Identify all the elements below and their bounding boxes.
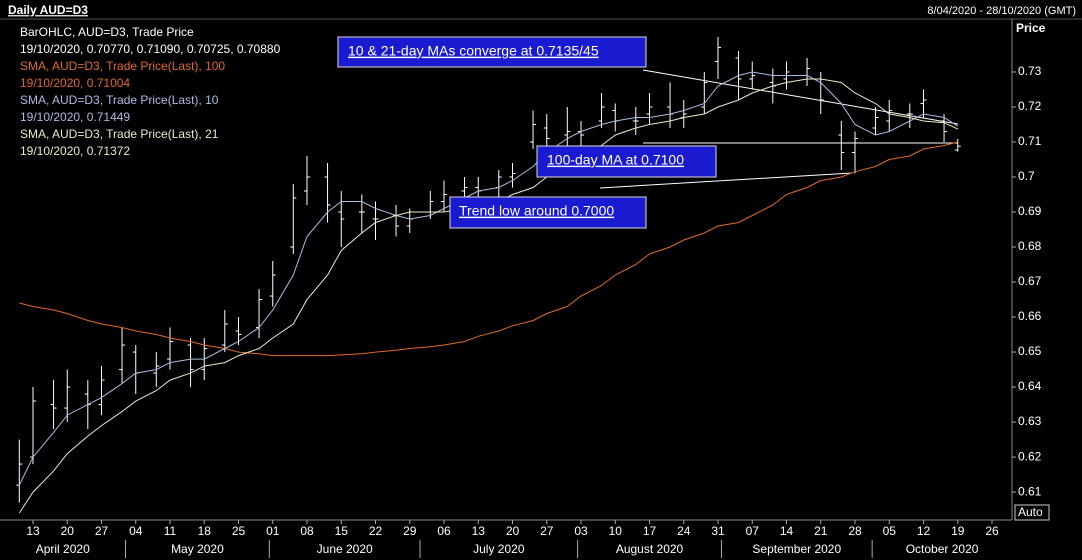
annotation-box bbox=[449, 196, 647, 229]
x-tick-label: 12 bbox=[917, 524, 931, 538]
annotation-box bbox=[536, 145, 717, 178]
annotation: 10 & 21-day MAs converge at 0.7135/45 bbox=[348, 43, 599, 59]
x-tick-label: 08 bbox=[300, 524, 314, 538]
x-tick-label: 24 bbox=[677, 524, 691, 538]
month-label: April 2020 bbox=[36, 542, 90, 556]
annotation-box bbox=[337, 36, 647, 68]
y-tick-label: 0.72 bbox=[1018, 99, 1042, 113]
annotation-leader bbox=[599, 172, 853, 189]
annotation: 100-day MA at 0.7100 bbox=[547, 152, 684, 168]
x-tick-label: 07 bbox=[746, 524, 760, 538]
x-tick-label: 19 bbox=[951, 524, 965, 538]
legend-last-value: 19/10/2020, 0.71372 bbox=[20, 144, 130, 158]
y-tick-label: 0.61 bbox=[1018, 484, 1042, 498]
legend-last-value: 19/10/2020, 0.71449 bbox=[20, 110, 130, 124]
x-tick-label: 29 bbox=[403, 524, 417, 538]
legend-last-value: 19/10/2020, 0.70770, 0.71090, 0.70725, 0… bbox=[20, 42, 281, 56]
x-tick-label: 01 bbox=[266, 524, 280, 538]
x-tick-label: 27 bbox=[95, 524, 109, 538]
y-tick-label: 0.64 bbox=[1018, 379, 1042, 393]
auto-button[interactable] bbox=[1014, 504, 1050, 521]
legend-entry: SMA, AUD=D3, Trade Price(Last), 10 bbox=[20, 93, 219, 107]
x-tick-label: 14 bbox=[780, 524, 794, 538]
month-label: September 2020 bbox=[752, 542, 841, 556]
y-tick-label: 0.65 bbox=[1018, 344, 1042, 358]
plot-area bbox=[16, 36, 961, 514]
legend-entry: SMA, AUD=D3, Trade Price(Last), 100 bbox=[20, 59, 225, 73]
y-tick-label: 0.7 bbox=[1018, 169, 1035, 183]
x-tick-label: 26 bbox=[985, 524, 999, 538]
y-tick-label: 0.63 bbox=[1018, 414, 1042, 428]
y-tick-label: 0.67 bbox=[1018, 274, 1042, 288]
x-tick-label: 21 bbox=[814, 524, 828, 538]
month-label: October 2020 bbox=[906, 542, 979, 556]
date-range: 8/04/2020 - 28/10/2020 (GMT) bbox=[927, 5, 1076, 17]
annotation: Trend low around 0.7000 bbox=[459, 203, 614, 219]
x-tick-label: 10 bbox=[609, 524, 623, 538]
x-tick-label: 31 bbox=[711, 524, 725, 538]
x-tick-label: 13 bbox=[26, 524, 40, 538]
sma-line bbox=[18, 71, 959, 486]
legend-entry: SMA, AUD=D3, Trade Price(Last), 21 bbox=[20, 127, 219, 141]
month-label: August 2020 bbox=[616, 542, 684, 556]
y-tick-label: 0.68 bbox=[1018, 239, 1042, 253]
x-tick-label: 28 bbox=[848, 524, 862, 538]
month-label: July 2020 bbox=[473, 542, 525, 556]
x-tick-label: 15 bbox=[335, 524, 349, 538]
x-tick-label: 20 bbox=[506, 524, 520, 538]
y-tick-label: 0.73 bbox=[1018, 64, 1042, 78]
month-label: May 2020 bbox=[171, 542, 224, 556]
x-tick-label: 22 bbox=[369, 524, 383, 538]
annotation-lines bbox=[599, 69, 959, 189]
annotations: 10 & 21-day MAs converge at 0.7135/45 10… bbox=[337, 36, 717, 229]
x-tick-label: 20 bbox=[61, 524, 75, 538]
x-tick-label: 17 bbox=[643, 524, 657, 538]
sma-line bbox=[19, 141, 958, 357]
y-axis-label: Price bbox=[1016, 21, 1046, 35]
x-tick-label: 03 bbox=[574, 524, 588, 538]
x-tick-label: 06 bbox=[437, 524, 451, 538]
x-tick-label: 27 bbox=[540, 524, 554, 538]
x-tick-label: 18 bbox=[198, 524, 212, 538]
legend-last-value: 19/10/2020, 0.71004 bbox=[20, 76, 130, 90]
x-tick-label: 13 bbox=[472, 524, 486, 538]
auto-button-label[interactable]: Auto bbox=[1018, 505, 1043, 519]
x-tick-label: 05 bbox=[883, 524, 897, 538]
annotation-leader bbox=[642, 69, 959, 125]
legend-entry: BarOHLC, AUD=D3, Trade Price bbox=[20, 25, 194, 39]
y-tick-label: 0.62 bbox=[1018, 449, 1042, 463]
x-tick-label: 25 bbox=[232, 524, 246, 538]
x-tick-label: 11 bbox=[164, 524, 177, 538]
y-tick-label: 0.66 bbox=[1018, 309, 1042, 323]
month-label: June 2020 bbox=[317, 542, 373, 556]
y-tick-label: 0.69 bbox=[1018, 204, 1042, 218]
chart-title: Daily AUD=D3 bbox=[8, 3, 88, 17]
x-tick-label: 04 bbox=[129, 524, 143, 538]
y-tick-label: 0.71 bbox=[1018, 134, 1042, 148]
